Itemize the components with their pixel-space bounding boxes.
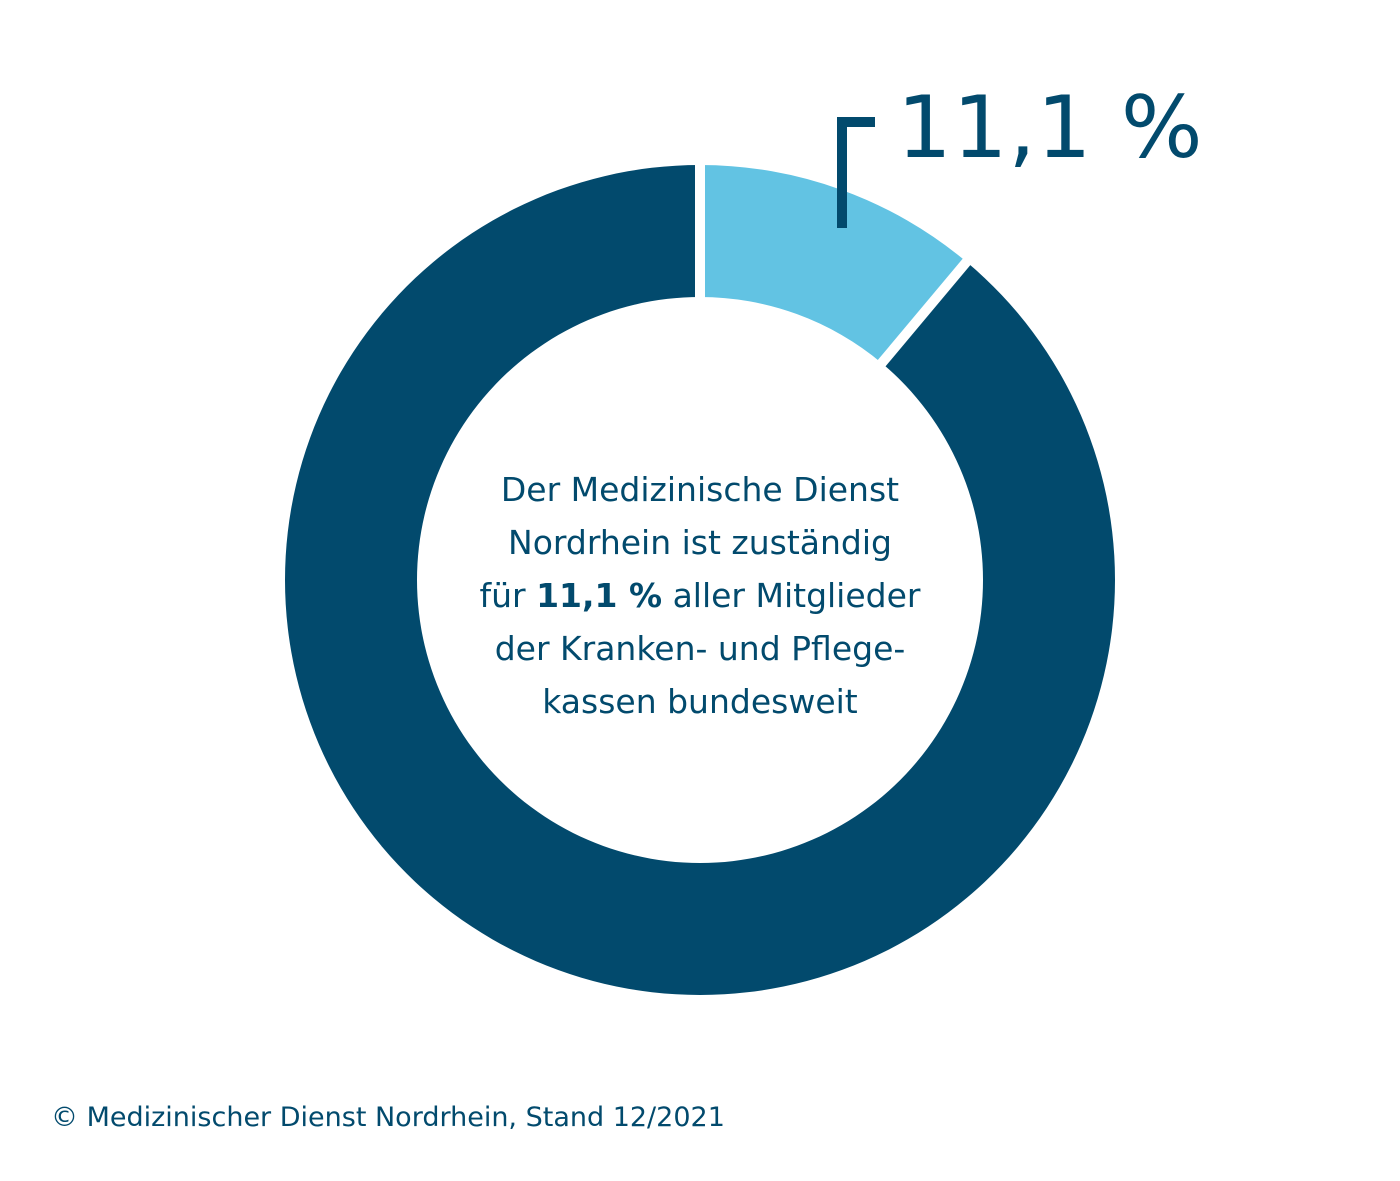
center-line-2: Nordrhein ist zuständig	[508, 523, 892, 562]
center-line-4: der Kranken- und Pflege-	[494, 629, 906, 668]
center-line-5: kassen bundesweit	[542, 682, 858, 721]
center-line-3-end: aller Mitglieder	[662, 576, 921, 615]
center-description: Der Medizinische Dienst Nordrhein ist zu…	[420, 463, 980, 728]
center-line-3-start: für	[479, 576, 537, 615]
donut-slices	[285, 161, 1116, 995]
center-line-3: für 11,1 % aller Mitglieder	[420, 569, 980, 622]
slice-value-label: 11,1 %	[897, 78, 1204, 178]
leader-line	[837, 117, 875, 228]
donut-slice-1	[700, 165, 967, 364]
slice-separator-2	[875, 255, 973, 370]
center-line-3-highlight: 11,1 %	[536, 576, 663, 615]
copyright-footer: © Medizinischer Dienst Nordrhein, Stand …	[51, 1102, 725, 1133]
center-line-1: Der Medizinische Dienst	[500, 470, 900, 509]
donut-slice-2	[285, 165, 1116, 995]
